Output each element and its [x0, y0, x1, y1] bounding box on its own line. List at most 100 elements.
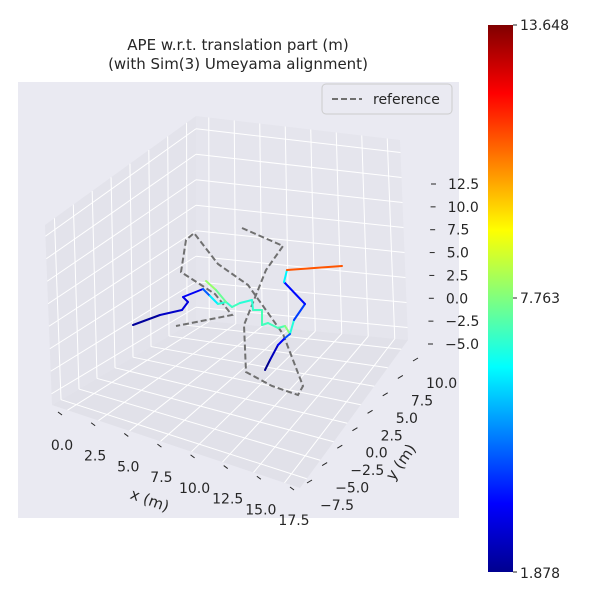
series-estimate-segment	[231, 302, 241, 308]
series-estimate-segment	[286, 265, 343, 271]
z-axis-tick-label: 12.5	[448, 177, 479, 193]
z-axis-tick-label: 5.0	[447, 246, 469, 262]
gridline-left-horizontal	[51, 306, 197, 395]
series-estimate-segment	[182, 288, 204, 298]
series-estimate-segment	[209, 295, 219, 305]
gridline-left-horizontal	[48, 230, 197, 327]
colorbar-label-max: 13.648	[520, 18, 569, 34]
gridline-floor-y	[168, 335, 388, 369]
y-axis-tick-label: 5.0	[396, 411, 418, 427]
axis-ticks: 0.02.55.07.510.012.515.017.5−7.5−5.0−2.5…	[51, 177, 480, 529]
gridline-left-vertical	[148, 150, 152, 347]
series-estimate-branch-segment	[205, 280, 217, 291]
x-axis-tick	[289, 486, 295, 491]
series-estimate-segment	[293, 303, 306, 321]
x-axis-tick-label: 5.0	[117, 459, 139, 475]
x-axis-tick-label: 10.0	[179, 481, 210, 497]
gridline-back-horizontal	[195, 204, 404, 228]
y-axis-tick-label: 10.0	[426, 376, 457, 392]
gridline-back-vertical	[259, 123, 263, 327]
gridline-floor-x	[222, 333, 343, 463]
colorbar-label-mid: 7.763	[520, 291, 560, 307]
x-axis-tick	[123, 433, 129, 437]
series-estimate-segment	[217, 301, 227, 305]
y-axis-tick	[367, 409, 373, 414]
gridline-back-horizontal	[195, 153, 402, 178]
gridline-floor-x	[284, 338, 396, 484]
x-axis-tick-label: 17.5	[278, 513, 309, 529]
y-axis-tick	[337, 444, 343, 449]
x-axis-tick	[223, 465, 229, 469]
x-axis-tick-label: 2.5	[84, 449, 106, 465]
gridline-back-horizontal	[195, 281, 407, 303]
series-estimate-branch-segment	[215, 289, 227, 303]
gridline-left-horizontal	[50, 281, 197, 372]
gridline-left-horizontal	[46, 179, 197, 282]
colorbar-label-min: 1.878	[520, 566, 560, 582]
y-axis-tick	[397, 374, 404, 379]
x-axis-tick-label: 15.0	[245, 502, 276, 518]
chart-subtitle: (with Sim(3) Umeyama alignment)	[108, 55, 368, 73]
series-estimate-segment	[225, 301, 233, 308]
gridline-floor-x	[253, 335, 369, 473]
gridline-back-vertical	[361, 135, 369, 337]
series-estimate-segment	[289, 319, 295, 335]
gridline-left-horizontal	[45, 128, 197, 237]
z-axis-tick-label: 2.5	[446, 268, 468, 284]
y-axis-tick-label: 2.5	[381, 428, 403, 444]
gridline-floor-x	[129, 325, 263, 432]
left-pane	[45, 116, 196, 405]
gridline-left-vertical	[91, 190, 98, 379]
series-estimate-segment	[284, 325, 291, 335]
gridline-left-vertical	[110, 177, 116, 368]
gridline-floor-x	[160, 328, 290, 442]
legend-box	[321, 83, 453, 115]
x-axis-tick-label: 12.5	[212, 492, 243, 508]
gridline-left-horizontal	[49, 255, 197, 350]
gridline-left-horizontal	[46, 153, 197, 260]
z-axis-tick-label: 7.5	[447, 223, 469, 239]
gridline-back-vertical	[386, 138, 396, 339]
y-axis-tick	[412, 357, 419, 362]
x-axis-tick	[256, 475, 262, 480]
z-axis-tick-label: −5.0	[445, 337, 479, 353]
series-estimate-segment	[159, 309, 183, 316]
y-axis-tick-label: −5.0	[335, 481, 369, 497]
series-estimate-segment	[182, 296, 189, 303]
gridline-floor-y	[78, 388, 321, 461]
series-estimate-branch-2-segment	[264, 359, 271, 371]
series-reference-line	[175, 227, 305, 397]
gridline-left-vertical	[53, 218, 62, 400]
gridline-floor-y	[186, 324, 402, 350]
gridline-back-vertical	[284, 126, 290, 329]
gridline-floor-y	[132, 356, 361, 406]
chart-title: APE w.r.t. translation part (m)	[127, 36, 348, 54]
gridline-floor-y	[60, 399, 307, 480]
gridline-left-horizontal	[47, 204, 197, 305]
x-axis-tick	[57, 411, 63, 416]
y-axis-tick-label: −7.5	[320, 498, 354, 514]
y-axis-tick-label: 0.0	[365, 446, 387, 462]
x-axis-tick-label: 7.5	[150, 470, 172, 486]
x-axis-tick	[190, 454, 195, 459]
series-layer	[132, 227, 343, 397]
gridline-floor-y	[96, 377, 334, 443]
floor-pane	[52, 320, 408, 488]
gridline-left-vertical	[167, 136, 170, 336]
gridline-back-vertical	[208, 117, 210, 322]
series-estimate-segment	[267, 322, 279, 329]
series-estimate-segment	[283, 269, 288, 283]
legend-reference-label: reference	[373, 92, 440, 108]
gridlines	[45, 117, 408, 484]
gridline-floor-y	[114, 367, 348, 424]
x-axis-tick-label: 0.0	[51, 438, 73, 454]
legend: reference	[321, 83, 453, 115]
series-estimate-segment	[181, 301, 189, 311]
series-estimate-branch-2-segment	[269, 344, 279, 361]
gridline-back-horizontal	[195, 230, 405, 253]
gridline-back-vertical	[233, 120, 237, 324]
y-axis-tick	[321, 462, 328, 467]
z-axis-tick-label: 0.0	[446, 291, 468, 307]
gridline-back-vertical	[310, 129, 316, 332]
gridline-back-horizontal	[195, 179, 403, 203]
